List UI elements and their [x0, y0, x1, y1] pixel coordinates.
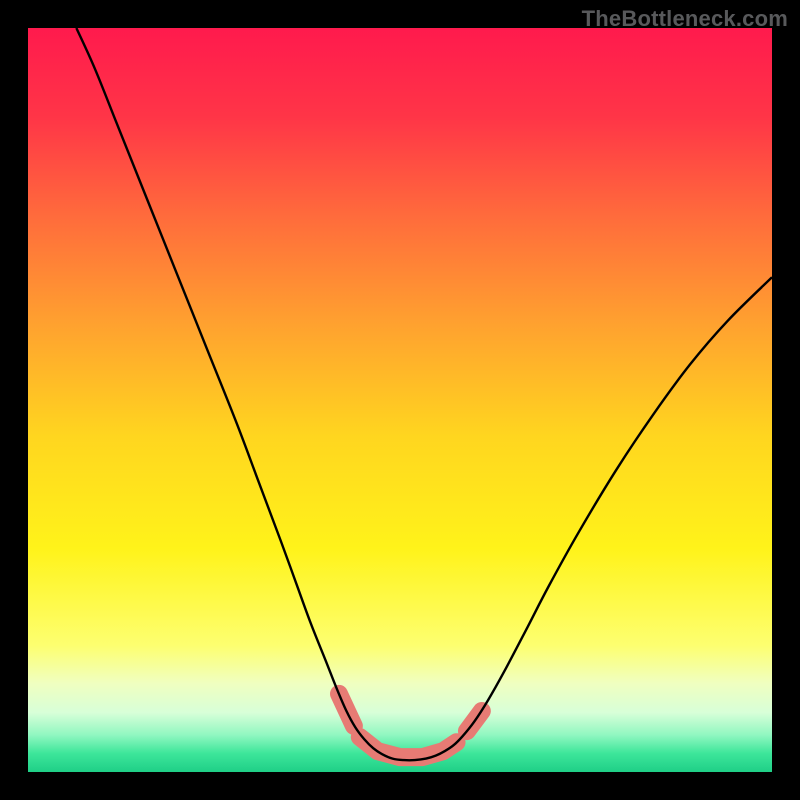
plot-background: [28, 28, 772, 772]
chart-frame: TheBottleneck.com: [0, 0, 800, 800]
plot-area: [28, 28, 772, 772]
plot-svg: [28, 28, 772, 772]
watermark-text: TheBottleneck.com: [582, 6, 788, 32]
